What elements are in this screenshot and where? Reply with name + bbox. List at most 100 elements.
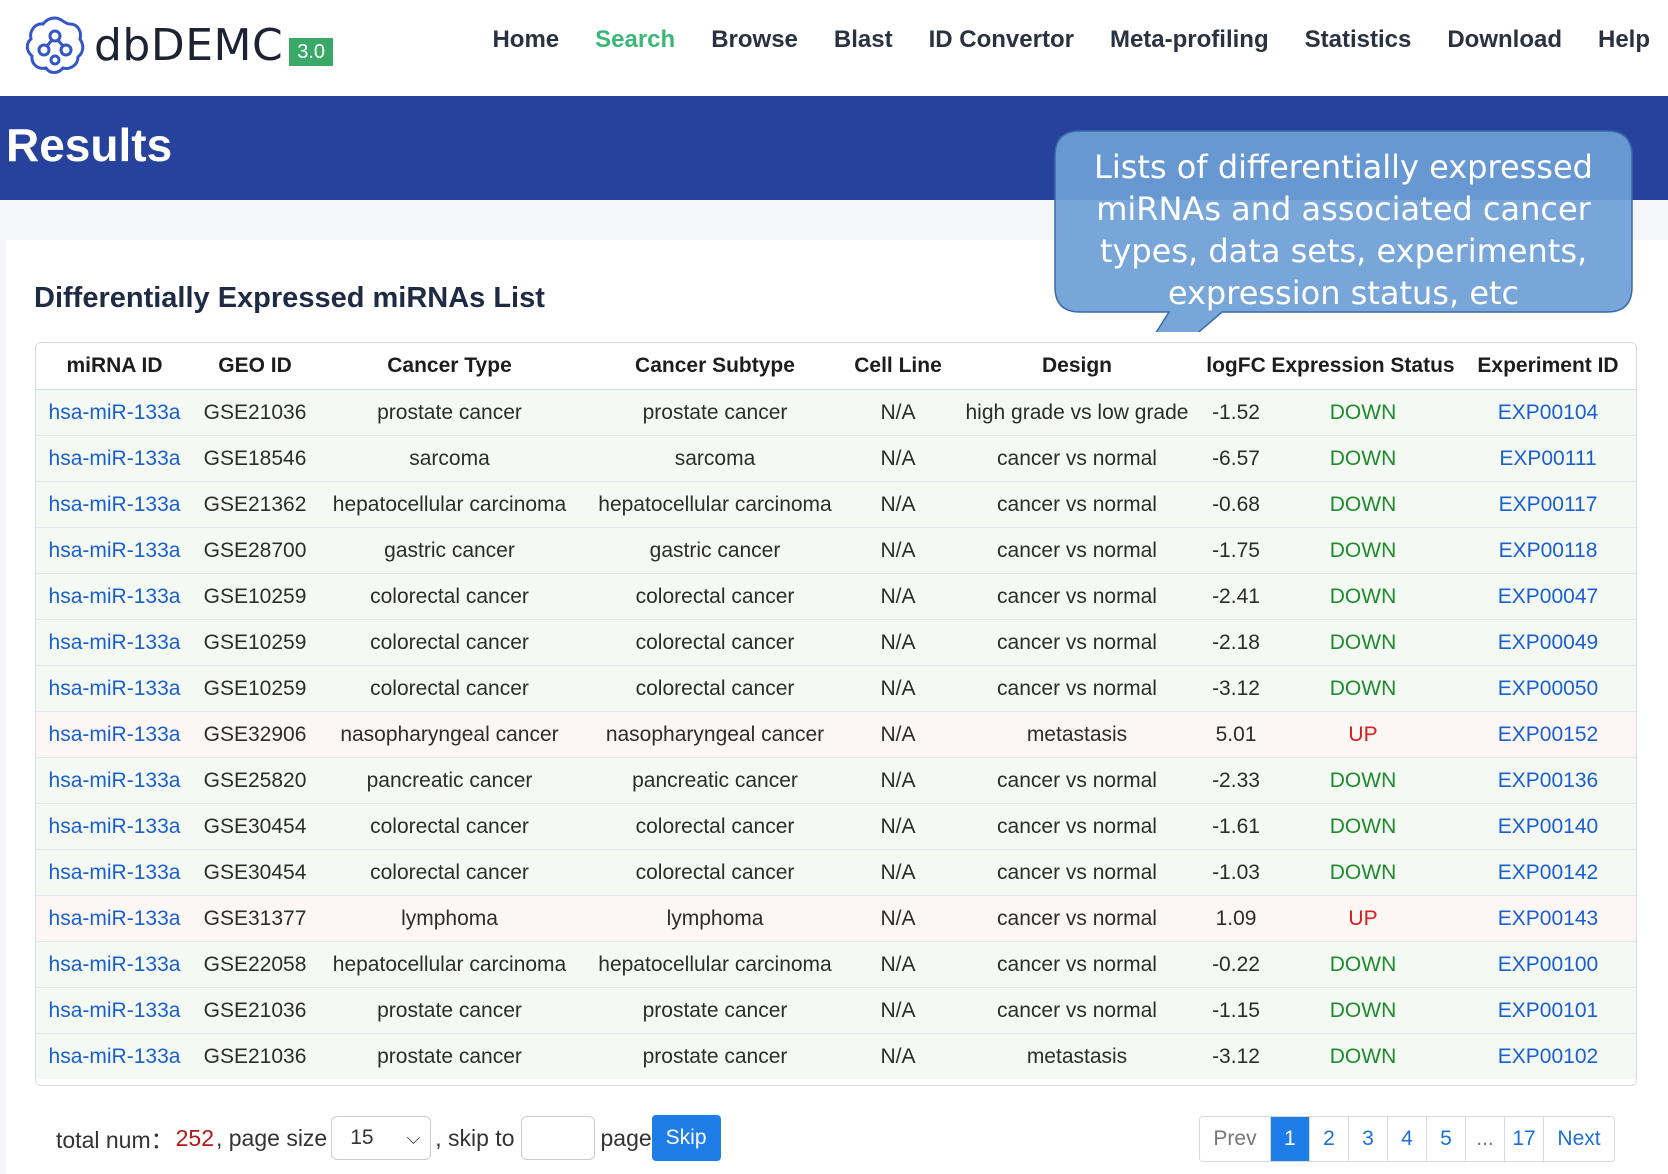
cell-geo-id: GSE21036 xyxy=(193,1033,317,1079)
cell-cancer-type: pancreatic cancer xyxy=(317,757,582,804)
cell-mirna-id[interactable]: hsa-miR-133a xyxy=(36,803,193,850)
cell-mirna-id[interactable]: hsa-miR-133a xyxy=(36,1033,193,1079)
cell-experiment-id[interactable]: EXP00142 xyxy=(1460,849,1636,896)
cell-experiment-id[interactable]: EXP00101 xyxy=(1460,987,1636,1034)
page-button-5[interactable]: 5 xyxy=(1426,1117,1465,1161)
column-header-cell-line[interactable]: Cell Line xyxy=(848,343,948,390)
cell-experiment-id[interactable]: EXP00152 xyxy=(1460,711,1636,758)
cell-cell-line: N/A xyxy=(848,987,948,1034)
cell-experiment-id[interactable]: EXP00102 xyxy=(1460,1033,1636,1079)
page-title: Results xyxy=(6,119,173,171)
nav-link-home[interactable]: Home xyxy=(492,26,560,53)
cell-expression-status: DOWN xyxy=(1266,481,1460,528)
results-table: miRNA ID GEO ID Cancer Type Cancer Subtype C… xyxy=(36,343,1636,1079)
cell-cancer-type: nasopharyngeal cancer xyxy=(317,711,582,758)
cell-design: cancer vs normal xyxy=(948,527,1206,574)
cell-mirna-id[interactable]: hsa-miR-133a xyxy=(36,849,193,896)
cell-mirna-id[interactable]: hsa-miR-133a xyxy=(36,389,193,436)
site-logo[interactable]: dbDEMC 3.0 xyxy=(22,12,334,78)
cell-mirna-id[interactable]: hsa-miR-133a xyxy=(36,619,193,666)
page-button-2[interactable]: 2 xyxy=(1309,1117,1348,1161)
page-button-3[interactable]: 3 xyxy=(1348,1117,1387,1161)
cell-cancer-subtype: colorectal cancer xyxy=(582,803,848,850)
cell-cell-line: N/A xyxy=(848,895,948,942)
nav-link-search[interactable]: Search xyxy=(595,26,676,53)
cell-expression-status: DOWN xyxy=(1266,941,1460,988)
next-page-button[interactable]: Next xyxy=(1543,1117,1614,1161)
column-header-experiment-id[interactable]: Experiment ID xyxy=(1460,343,1636,390)
cell-experiment-id[interactable]: EXP00118 xyxy=(1460,527,1636,574)
cell-geo-id: GSE30454 xyxy=(193,849,317,896)
column-header-cancer-type[interactable]: Cancer Type xyxy=(317,343,582,390)
cell-mirna-id[interactable]: hsa-miR-133a xyxy=(36,711,193,758)
cell-mirna-id[interactable]: hsa-miR-133a xyxy=(36,895,193,942)
cell-design: cancer vs normal xyxy=(948,435,1206,482)
cell-experiment-id[interactable]: EXP00111 xyxy=(1460,435,1636,482)
page-size-select[interactable]: 15 ⌵ xyxy=(331,1116,432,1160)
cell-mirna-id[interactable]: hsa-miR-133a xyxy=(36,757,193,804)
cell-experiment-id[interactable]: EXP00100 xyxy=(1460,941,1636,988)
page-button-1[interactable]: 1 xyxy=(1270,1117,1309,1161)
cell-experiment-id[interactable]: EXP00136 xyxy=(1460,757,1636,804)
page-button-last[interactable]: 17 xyxy=(1504,1117,1543,1161)
cell-cell-line: N/A xyxy=(848,803,948,850)
table-row: hsa-miR-133a GSE10259 colorectal cancer col… xyxy=(36,573,1636,620)
cell-experiment-id[interactable]: EXP00047 xyxy=(1460,573,1636,620)
cell-logfc: -1.15 xyxy=(1206,987,1266,1034)
nav-link-id-convertor[interactable]: ID Convertor xyxy=(928,26,1074,53)
column-header-design[interactable]: Design xyxy=(948,343,1206,390)
cell-mirna-id[interactable]: hsa-miR-133a xyxy=(36,527,193,574)
cell-expression-status: DOWN xyxy=(1266,665,1460,712)
nav-link-browse[interactable]: Browse xyxy=(711,26,798,53)
table-row: hsa-miR-133a GSE21036 prostate cancer prost… xyxy=(36,1033,1636,1079)
cell-expression-status: DOWN xyxy=(1266,435,1460,482)
cell-cell-line: N/A xyxy=(848,757,948,804)
cell-mirna-id[interactable]: hsa-miR-133a xyxy=(36,573,193,620)
cell-cancer-type: colorectal cancer xyxy=(317,849,582,896)
cell-cell-line: N/A xyxy=(848,941,948,988)
cell-mirna-id[interactable]: hsa-miR-133a xyxy=(36,941,193,988)
cell-cancer-type: prostate cancer xyxy=(317,987,582,1034)
cell-expression-status: DOWN xyxy=(1266,619,1460,666)
nav-link-download[interactable]: Download xyxy=(1447,26,1562,53)
nav-link-statistics[interactable]: Statistics xyxy=(1304,26,1412,53)
cell-geo-id: GSE10259 xyxy=(193,665,317,712)
cell-geo-id: GSE10259 xyxy=(193,619,317,666)
cell-mirna-id[interactable]: hsa-miR-133a xyxy=(36,987,193,1034)
column-header-expression-status[interactable]: Expression Status xyxy=(1266,343,1460,390)
list-title: Differentially Expressed miRNAs List xyxy=(34,282,545,314)
column-header-logfc[interactable]: logFC xyxy=(1206,343,1266,390)
skip-button[interactable]: Skip xyxy=(651,1115,721,1161)
column-header-cancer-subtype[interactable]: Cancer Subtype xyxy=(582,343,848,390)
results-card: Differentially Expressed miRNAs List miR… xyxy=(6,240,1668,1174)
cell-logfc: -2.41 xyxy=(1206,573,1266,620)
nav-link-blast[interactable]: Blast xyxy=(833,26,893,53)
skip-page-input[interactable] xyxy=(520,1116,595,1160)
cell-experiment-id[interactable]: EXP00140 xyxy=(1460,803,1636,850)
cell-experiment-id[interactable]: EXP00050 xyxy=(1460,665,1636,712)
cell-geo-id: GSE22058 xyxy=(193,941,317,988)
cell-mirna-id[interactable]: hsa-miR-133a xyxy=(36,481,193,528)
column-header-geo-id[interactable]: GEO ID xyxy=(193,343,317,390)
table-row: hsa-miR-133a GSE21036 prostate cancer prost… xyxy=(36,389,1636,436)
cell-cell-line: N/A xyxy=(848,573,948,620)
cell-expression-status: DOWN xyxy=(1266,1033,1460,1079)
cell-experiment-id[interactable]: EXP00117 xyxy=(1460,481,1636,528)
cell-mirna-id[interactable]: hsa-miR-133a xyxy=(36,665,193,712)
cell-cancer-type: colorectal cancer xyxy=(317,803,582,850)
cell-cancer-type: lymphoma xyxy=(317,895,582,942)
nav-link-help[interactable]: Help xyxy=(1597,26,1650,53)
cell-cell-line: N/A xyxy=(848,665,948,712)
cell-mirna-id[interactable]: hsa-miR-133a xyxy=(36,435,193,482)
cell-cancer-subtype: colorectal cancer xyxy=(582,619,848,666)
cell-experiment-id[interactable]: EXP00049 xyxy=(1460,619,1636,666)
prev-page-button[interactable]: Prev xyxy=(1200,1117,1270,1161)
page-button-4[interactable]: 4 xyxy=(1387,1117,1426,1161)
page-size-label: , page size xyxy=(215,1124,328,1151)
cell-experiment-id[interactable]: EXP00104 xyxy=(1460,389,1636,436)
cell-geo-id: GSE30454 xyxy=(193,803,317,850)
column-header-mirna-id[interactable]: miRNA ID xyxy=(36,343,193,390)
cell-experiment-id[interactable]: EXP00143 xyxy=(1460,895,1636,942)
nav-link-meta-profiling[interactable]: Meta-profiling xyxy=(1109,26,1269,53)
cell-cell-line: N/A xyxy=(848,849,948,896)
